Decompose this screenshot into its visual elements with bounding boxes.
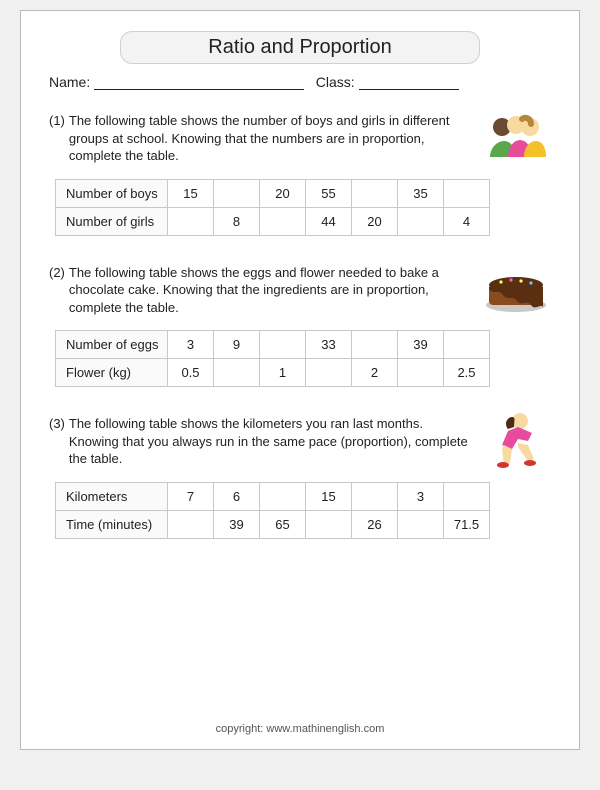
blank-cell[interactable]	[260, 207, 306, 235]
row-label: Number of girls	[56, 207, 168, 235]
blank-cell[interactable]	[444, 331, 490, 359]
people-icon	[481, 108, 551, 168]
value-cell: 65	[260, 510, 306, 538]
table-row: Number of eggs393339	[56, 331, 490, 359]
footer-copyright: copyright: www.mathinenglish.com	[21, 723, 579, 735]
table-row: Kilometers76 15 3	[56, 482, 490, 510]
problem-3: (3)The following table shows the kilomet…	[49, 415, 551, 539]
name-class-line: Name: Class:	[49, 74, 551, 90]
page-title: Ratio and Proportion	[120, 31, 480, 64]
blank-cell[interactable]	[352, 482, 398, 510]
problem-prompt: (1)The following table shows the number …	[49, 112, 551, 165]
value-cell: 39	[214, 510, 260, 538]
value-cell: 44	[306, 207, 352, 235]
name-label: Name:	[49, 74, 90, 90]
row-label: Time (minutes)	[56, 510, 168, 538]
class-blank[interactable]	[359, 76, 459, 90]
problem-text: The following table shows the number of …	[69, 112, 471, 165]
data-table: Number of boys15205535Number of girls844…	[55, 179, 490, 236]
value-cell: 2.5	[444, 359, 490, 387]
blank-cell[interactable]	[260, 482, 306, 510]
value-cell: 55	[306, 179, 352, 207]
problem-prompt: (2)The following table shows the eggs an…	[49, 264, 551, 317]
row-label: Number of boys	[56, 179, 168, 207]
value-cell: 15	[306, 482, 352, 510]
value-cell: 7	[168, 482, 214, 510]
runner-icon	[481, 411, 551, 471]
row-label: Flower (kg)	[56, 359, 168, 387]
problem-number: (1)	[49, 112, 65, 130]
value-cell: 20	[260, 179, 306, 207]
blank-cell[interactable]	[398, 207, 444, 235]
blank-cell[interactable]	[306, 359, 352, 387]
cake-icon	[481, 260, 551, 320]
table-row: Time (minutes) 3965 26 71.5	[56, 510, 490, 538]
value-cell: 3	[168, 331, 214, 359]
data-table: Kilometers76 15 3 Time (minutes) 3965 26 71.5	[55, 482, 490, 539]
value-cell: 8	[214, 207, 260, 235]
value-cell: 20	[352, 207, 398, 235]
value-cell: 6	[214, 482, 260, 510]
value-cell: 4	[444, 207, 490, 235]
value-cell: 3	[398, 482, 444, 510]
problem-1: (1)The following table shows the number …	[49, 112, 551, 236]
value-cell: 39	[398, 331, 444, 359]
table-row: Number of girls 8 4420 4	[56, 207, 490, 235]
data-table: Number of eggs393339Flower (kg)0.5122.5	[55, 330, 490, 387]
blank-cell[interactable]	[398, 359, 444, 387]
problem-number: (2)	[49, 264, 65, 282]
value-cell: 9	[214, 331, 260, 359]
blank-cell[interactable]	[306, 510, 352, 538]
blank-cell[interactable]	[260, 331, 306, 359]
worksheet-page: Ratio and Proportion Name: Class: (1)The…	[20, 10, 580, 750]
value-cell: 33	[306, 331, 352, 359]
blank-cell[interactable]	[444, 482, 490, 510]
problem-2: (2)The following table shows the eggs an…	[49, 264, 551, 388]
blank-cell[interactable]	[398, 510, 444, 538]
problem-prompt: (3)The following table shows the kilomet…	[49, 415, 551, 468]
blank-cell[interactable]	[444, 179, 490, 207]
blank-cell[interactable]	[352, 179, 398, 207]
table-row: Flower (kg)0.5 1 2 2.5	[56, 359, 490, 387]
row-label: Number of eggs	[56, 331, 168, 359]
blank-cell[interactable]	[168, 510, 214, 538]
table-row: Number of boys15 2055 35	[56, 179, 490, 207]
value-cell: 0.5	[168, 359, 214, 387]
blank-cell[interactable]	[352, 331, 398, 359]
blank-cell[interactable]	[214, 179, 260, 207]
value-cell: 15	[168, 179, 214, 207]
value-cell: 71.5	[444, 510, 490, 538]
problem-text: The following table shows the kilometers…	[69, 415, 471, 468]
row-label: Kilometers	[56, 482, 168, 510]
value-cell: 35	[398, 179, 444, 207]
blank-cell[interactable]	[168, 207, 214, 235]
value-cell: 1	[260, 359, 306, 387]
value-cell: 2	[352, 359, 398, 387]
name-blank[interactable]	[94, 76, 304, 90]
class-label: Class:	[316, 74, 355, 90]
value-cell: 26	[352, 510, 398, 538]
problem-text: The following table shows the eggs and f…	[69, 264, 471, 317]
problem-number: (3)	[49, 415, 65, 433]
blank-cell[interactable]	[214, 359, 260, 387]
